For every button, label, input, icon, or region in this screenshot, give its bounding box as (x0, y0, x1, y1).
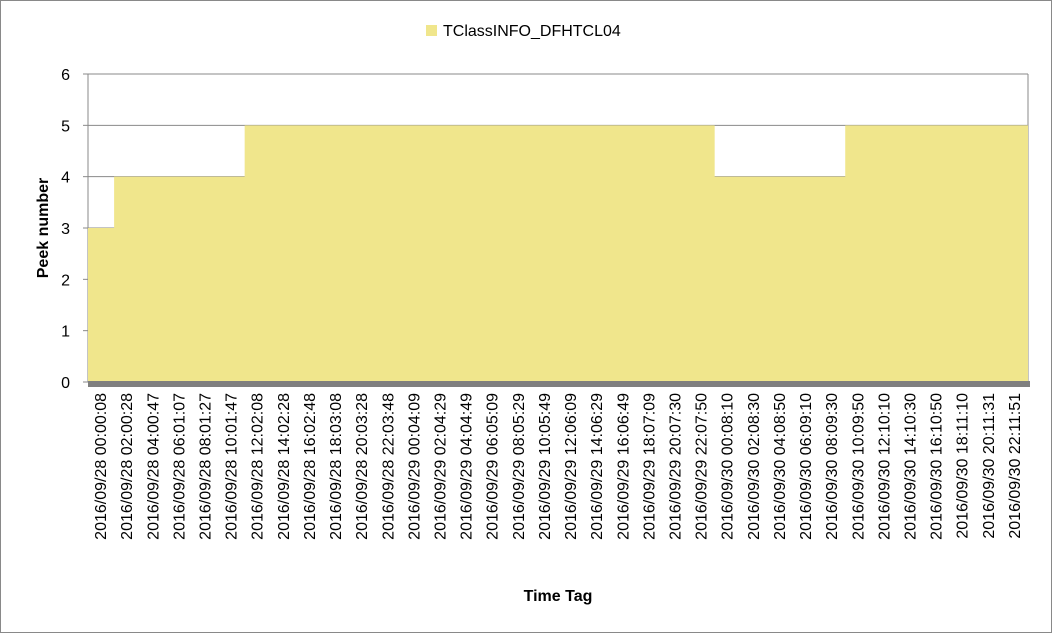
y-tick-label: 5 (61, 118, 70, 135)
x-tick-label: 2016/09/29 02:04:29 (433, 393, 450, 540)
x-tick-label: 2016/09/28 06:01:07 (171, 393, 188, 540)
x-tick-label: 2016/09/30 16:10:50 (929, 393, 946, 540)
x-axis-baseline (88, 381, 1030, 387)
y-tick-label: 1 (61, 324, 70, 341)
x-tick-label: 2016/09/28 22:03:48 (380, 393, 397, 540)
x-tick-label: 2016/09/30 14:10:30 (903, 393, 920, 540)
x-tick-label: 2016/09/28 02:00:28 (119, 393, 136, 540)
x-tick-label: 2016/09/29 20:07:30 (668, 393, 685, 540)
x-tick-label: 2016/09/30 08:09:30 (824, 393, 841, 540)
x-tick-label: 2016/09/30 22:11:51 (1007, 393, 1024, 539)
x-tick-label: 2016/09/28 10:01:47 (224, 393, 241, 540)
x-tick-label: 2016/09/29 06:05:09 (485, 393, 502, 540)
y-tick-label: 2 (61, 272, 70, 289)
y-tick-label: 4 (61, 170, 70, 187)
x-tick-label: 2016/09/28 12:02:08 (250, 393, 267, 540)
x-tick-label: 2016/09/29 10:05:49 (537, 393, 554, 540)
x-tick-label: 2016/09/28 18:03:08 (328, 393, 345, 540)
x-tick-label: 2016/09/29 12:06:09 (563, 393, 580, 540)
x-tick-label: 2016/09/30 00:08:10 (720, 393, 737, 540)
x-tick-label: 2016/09/30 12:10:10 (876, 393, 893, 540)
x-tick-label: 2016/09/29 16:06:49 (615, 393, 632, 540)
x-tick-label: 2016/09/29 08:05:29 (511, 393, 528, 540)
x-axis-title: Time Tag (524, 588, 593, 605)
legend-swatch (426, 25, 437, 36)
legend: TClassINFO_DFHTCL04 (426, 23, 621, 40)
x-tick-label: 2016/09/30 02:08:30 (746, 393, 763, 540)
y-tick-label: 0 (61, 375, 70, 392)
x-tick-label: 2016/09/30 04:08:50 (772, 393, 789, 540)
x-axis-ticks: 2016/09/28 00:00:08 2016/09/28 02:00:28 20… (93, 393, 1024, 540)
legend-label: TClassINFO_DFHTCL04 (443, 23, 621, 40)
y-axis-title: Peek number (35, 178, 52, 278)
y-tick-label: 6 (61, 67, 70, 84)
x-tick-label: 2016/09/29 22:07:50 (694, 393, 711, 540)
x-tick-label: 2016/09/28 14:02:28 (276, 393, 293, 540)
x-tick-label: 2016/09/28 20:03:28 (354, 393, 371, 540)
x-tick-label: 2016/09/29 00:04:09 (406, 393, 423, 540)
y-axis-ticks: 0 1 2 3 4 5 6 (61, 67, 88, 392)
x-tick-label: 2016/09/28 08:01:27 (198, 393, 215, 540)
x-tick-label: 2016/09/29 18:07:09 (641, 393, 658, 540)
series-area-TClassINFO_DFHTCL04 (88, 125, 1028, 382)
x-tick-label: 2016/09/30 10:09:50 (850, 393, 867, 540)
x-tick-label: 2016/09/30 06:09:10 (798, 393, 815, 540)
y-tick-label: 3 (61, 221, 70, 238)
x-tick-label: 2016/09/29 04:04:49 (459, 393, 476, 540)
x-tick-label: 2016/09/28 04:00:47 (145, 393, 162, 540)
x-tick-label: 2016/09/30 18:11:10 (955, 393, 972, 539)
x-tick-label: 2016/09/30 20:11:31 (981, 393, 998, 539)
x-tick-label: 2016/09/28 00:00:08 (93, 393, 110, 540)
x-tick-label: 2016/09/29 14:06:29 (589, 393, 606, 540)
area-layer (88, 125, 1030, 387)
x-tick-label: 2016/09/28 16:02:48 (302, 393, 319, 540)
